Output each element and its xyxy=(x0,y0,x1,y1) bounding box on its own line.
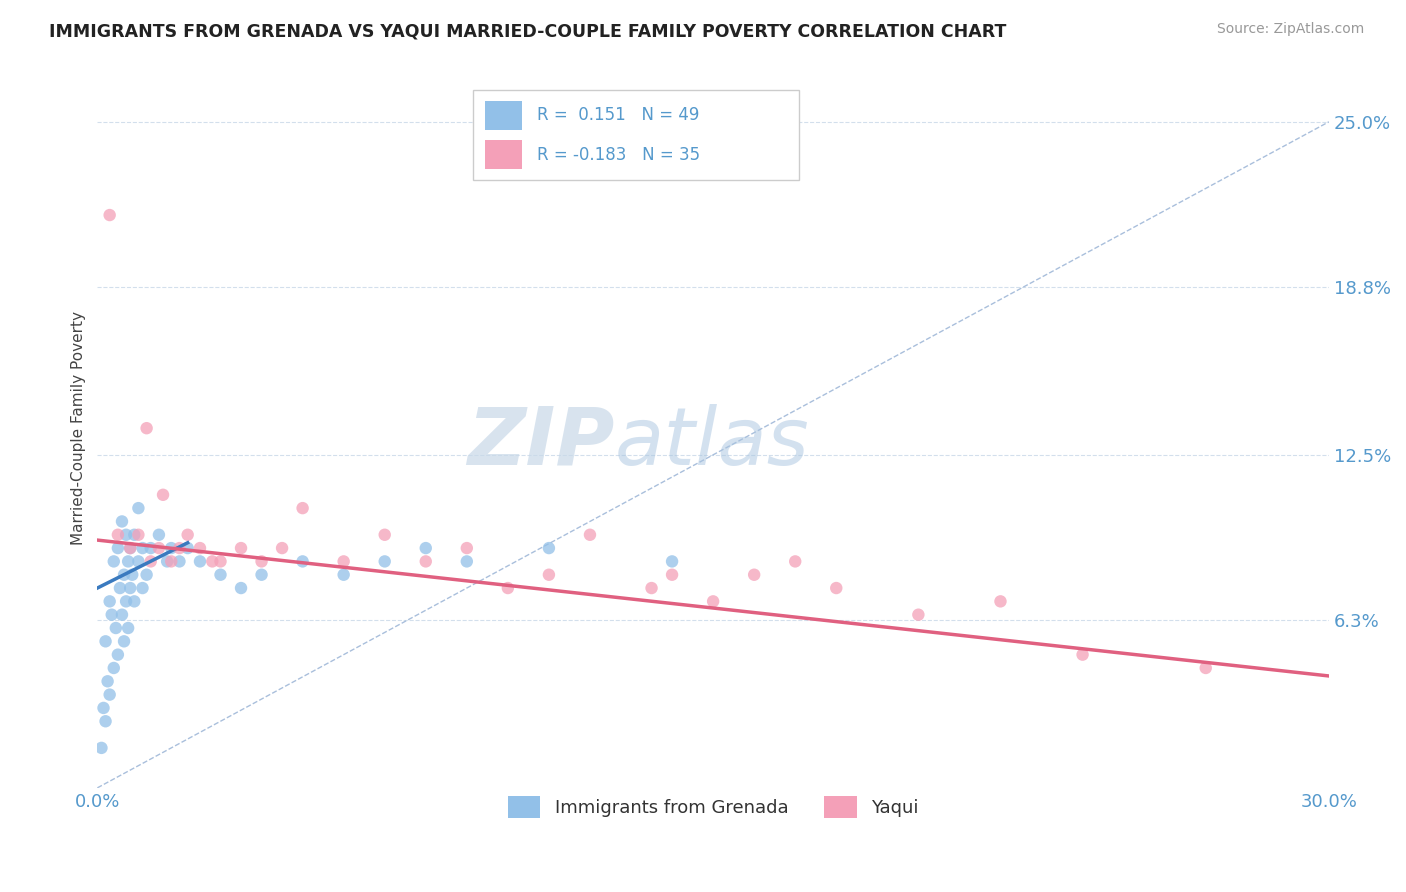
Point xyxy=(124,594,146,608)
Point xyxy=(98,594,121,608)
Point xyxy=(107,648,129,662)
Point xyxy=(374,554,396,568)
Point xyxy=(104,621,127,635)
Text: Source: ZipAtlas.com: Source: ZipAtlas.com xyxy=(1216,22,1364,37)
Point xyxy=(131,581,153,595)
Point xyxy=(94,634,117,648)
Point xyxy=(97,674,120,689)
Point xyxy=(120,541,142,555)
Point xyxy=(93,701,115,715)
FancyBboxPatch shape xyxy=(485,140,522,169)
Point xyxy=(374,528,396,542)
Point xyxy=(94,714,117,729)
Point xyxy=(537,567,560,582)
Point xyxy=(120,541,142,555)
Point xyxy=(120,581,142,595)
Point xyxy=(332,554,354,568)
Point xyxy=(139,554,162,568)
Point xyxy=(90,740,112,755)
Point xyxy=(209,554,232,568)
Point xyxy=(456,554,478,568)
Point xyxy=(785,554,807,568)
Point xyxy=(148,528,170,542)
Point xyxy=(990,594,1012,608)
Point xyxy=(332,567,354,582)
Point xyxy=(156,554,179,568)
Point xyxy=(496,581,519,595)
Text: ZIP: ZIP xyxy=(467,403,614,482)
Point xyxy=(160,541,183,555)
Point xyxy=(1195,661,1218,675)
Point xyxy=(111,515,134,529)
Point xyxy=(100,607,122,622)
Point xyxy=(98,208,121,222)
Point xyxy=(169,554,191,568)
FancyBboxPatch shape xyxy=(485,101,522,129)
Point xyxy=(112,567,135,582)
Point xyxy=(291,554,314,568)
Point xyxy=(127,501,149,516)
Point xyxy=(188,554,211,568)
Point xyxy=(742,567,765,582)
Point xyxy=(135,421,157,435)
Point xyxy=(209,567,232,582)
Point xyxy=(579,528,602,542)
Point xyxy=(702,594,724,608)
Point xyxy=(117,554,139,568)
Point xyxy=(188,541,211,555)
Point xyxy=(131,541,153,555)
Point xyxy=(112,634,135,648)
Point xyxy=(271,541,294,555)
Point xyxy=(176,541,198,555)
Y-axis label: Married-Couple Family Poverty: Married-Couple Family Poverty xyxy=(72,311,86,545)
Point xyxy=(201,554,224,568)
Point xyxy=(229,581,252,595)
Point xyxy=(121,567,143,582)
Point xyxy=(117,621,139,635)
Point xyxy=(98,688,121,702)
Point xyxy=(661,554,683,568)
Point xyxy=(825,581,848,595)
Point xyxy=(640,581,662,595)
Point xyxy=(661,567,683,582)
Point xyxy=(152,488,174,502)
FancyBboxPatch shape xyxy=(472,90,800,180)
Point xyxy=(103,661,125,675)
Text: IMMIGRANTS FROM GRENADA VS YAQUI MARRIED-COUPLE FAMILY POVERTY CORRELATION CHART: IMMIGRANTS FROM GRENADA VS YAQUI MARRIED… xyxy=(49,22,1007,40)
Point xyxy=(907,607,929,622)
Legend: Immigrants from Grenada, Yaqui: Immigrants from Grenada, Yaqui xyxy=(501,789,927,826)
Point xyxy=(291,501,314,516)
Point xyxy=(139,541,162,555)
Point xyxy=(169,541,191,555)
Point xyxy=(135,567,157,582)
Point xyxy=(127,528,149,542)
Point xyxy=(537,541,560,555)
Point xyxy=(111,607,134,622)
Point xyxy=(1071,648,1094,662)
Point xyxy=(250,567,273,582)
Point xyxy=(160,554,183,568)
Point xyxy=(148,541,170,555)
Text: R = -0.183   N = 35: R = -0.183 N = 35 xyxy=(537,145,700,164)
Point xyxy=(176,528,198,542)
Point xyxy=(415,554,437,568)
Point xyxy=(456,541,478,555)
Point xyxy=(127,554,149,568)
Point xyxy=(115,594,138,608)
Point xyxy=(107,541,129,555)
Point xyxy=(108,581,131,595)
Point xyxy=(415,541,437,555)
Point xyxy=(103,554,125,568)
Point xyxy=(115,528,138,542)
Point xyxy=(250,554,273,568)
Point xyxy=(229,541,252,555)
Text: R =  0.151   N = 49: R = 0.151 N = 49 xyxy=(537,106,699,124)
Text: atlas: atlas xyxy=(614,403,810,482)
Point xyxy=(107,528,129,542)
Point xyxy=(124,528,146,542)
